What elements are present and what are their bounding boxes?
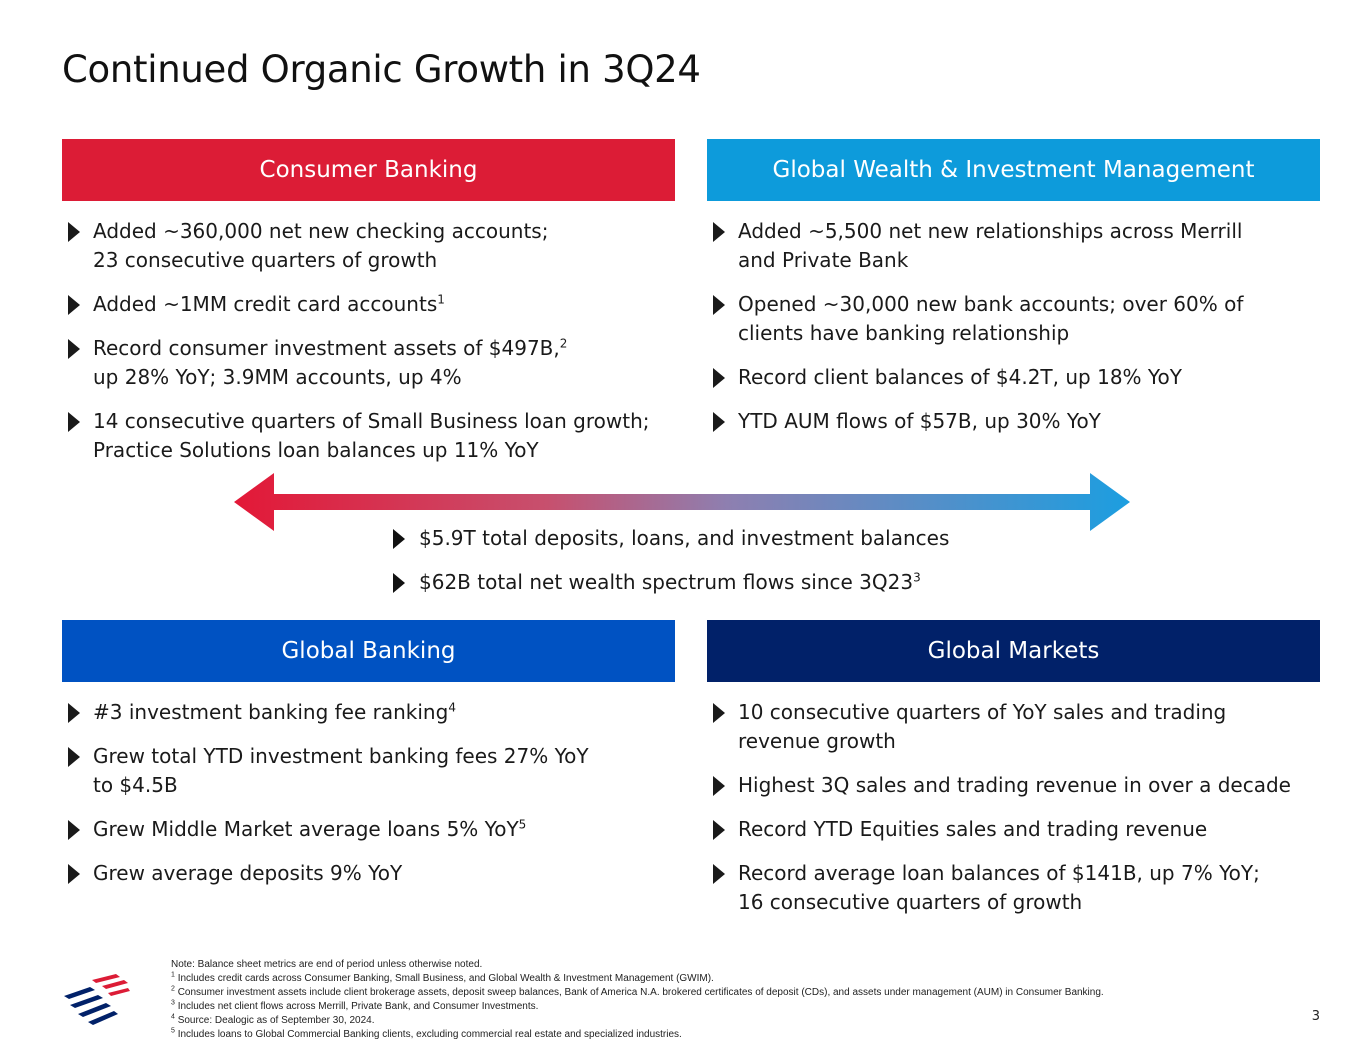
page-title: Continued Organic Growth in 3Q24 [62, 48, 701, 91]
bullet-triangle-icon [68, 222, 80, 242]
list-item: Highest 3Q sales and trading revenue in … [707, 771, 1320, 800]
global-banking-header: Global Banking [62, 620, 675, 682]
global-banking-section: Global Banking #3 investment banking fee… [62, 620, 675, 903]
list-item: $5.9T total deposits, loans, and investm… [389, 524, 1089, 553]
bullet-triangle-icon [713, 820, 725, 840]
bullet-triangle-icon [68, 412, 80, 432]
footnote-item: 5 Includes loans to Global Commercial Ba… [171, 1027, 682, 1040]
global-markets-header: Global Markets [707, 620, 1320, 682]
footnote-ref: 5 [518, 817, 527, 832]
list-item: Record average loan balances of $141B, u… [707, 859, 1320, 917]
list-item: #3 investment banking fee ranking4 [62, 698, 675, 727]
page-number: 3 [1311, 1009, 1320, 1024]
gwim-header: Global Wealth & Investment Management [707, 139, 1320, 201]
gwim-section: Global Wealth & Investment Management Ad… [707, 139, 1320, 451]
list-item: Record consumer investment assets of $49… [62, 334, 675, 392]
consumer-banking-header-label: Consumer Banking [259, 157, 478, 183]
bullet-triangle-icon [713, 295, 725, 315]
center-bullets: $5.9T total deposits, loans, and investm… [389, 524, 1089, 612]
footnote-item: 3 Includes net client flows across Merri… [171, 999, 539, 1012]
bullet-triangle-icon [68, 864, 80, 884]
global-markets-section: Global Markets 10 consecutive quarters o… [707, 620, 1320, 932]
footnote-ref: 1 [437, 292, 445, 307]
gwim-bullets: Added ~5,500 net new relationships acros… [707, 201, 1320, 436]
footnote-item: 4 Source: Dealogic as of September 30, 2… [171, 1013, 375, 1026]
bullet-triangle-icon [68, 703, 80, 723]
global-markets-bullets: 10 consecutive quarters of YoY sales and… [707, 682, 1320, 917]
gwim-header-label: Global Wealth & Investment Management [772, 157, 1255, 183]
list-item: 14 consecutive quarters of Small Busines… [62, 407, 675, 465]
list-item: Record YTD Equities sales and trading re… [707, 815, 1320, 844]
global-banking-bullets: #3 investment banking fee ranking4 Grew … [62, 682, 675, 888]
footnote-ref: 4 [448, 700, 456, 715]
consumer-banking-header: Consumer Banking [62, 139, 675, 201]
global-markets-header-label: Global Markets [927, 638, 1100, 664]
footnote-note: Note: Balance sheet metrics are end of p… [171, 959, 483, 970]
list-item: $62B total net wealth spectrum flows sin… [389, 568, 1089, 597]
list-item: Added ~5,500 net new relationships acros… [707, 217, 1320, 275]
list-item: YTD AUM flows of $57B, up 30% YoY [707, 407, 1320, 436]
bullet-triangle-icon [713, 222, 725, 242]
bullet-triangle-icon [713, 368, 725, 388]
list-item: Grew average deposits 9% YoY [62, 859, 675, 888]
bullet-triangle-icon [68, 339, 80, 359]
list-item: Grew Middle Market average loans 5% YoY5 [62, 815, 675, 844]
consumer-banking-section: Consumer Banking Added ~360,000 net new … [62, 139, 675, 480]
gradient-double-arrow-icon [234, 473, 1130, 531]
footnote-ref: 3 [913, 570, 921, 585]
footnote-item: 1 Includes credit cards across Consumer … [171, 971, 714, 984]
list-item: Grew total YTD investment banking fees 2… [62, 742, 675, 800]
list-item: Record client balances of $4.2T, up 18% … [707, 363, 1320, 392]
bullet-triangle-icon [713, 864, 725, 884]
bullet-triangle-icon [393, 573, 405, 593]
footnote-item: 2 Consumer investment assets include cli… [171, 985, 1104, 998]
bullet-triangle-icon [713, 776, 725, 796]
bullet-triangle-icon [713, 703, 725, 723]
footnotes: Note: Balance sheet metrics are end of p… [171, 958, 1271, 1042]
bullet-triangle-icon [68, 820, 80, 840]
list-item: Opened ~30,000 new bank accounts; over 6… [707, 290, 1320, 348]
bullet-triangle-icon [68, 295, 80, 315]
bullet-triangle-icon [393, 529, 405, 549]
bullet-triangle-icon [68, 747, 80, 767]
list-item: Added ~1MM credit card accounts1 [62, 290, 675, 319]
consumer-banking-bullets: Added ~360,000 net new checking accounts… [62, 201, 675, 465]
list-item: 10 consecutive quarters of YoY sales and… [707, 698, 1320, 756]
list-item: Added ~360,000 net new checking accounts… [62, 217, 675, 275]
bank-flag-logo-icon [64, 974, 130, 1025]
footnote-ref: 2 [559, 336, 568, 351]
bullet-triangle-icon [713, 412, 725, 432]
global-banking-header-label: Global Banking [281, 638, 456, 664]
